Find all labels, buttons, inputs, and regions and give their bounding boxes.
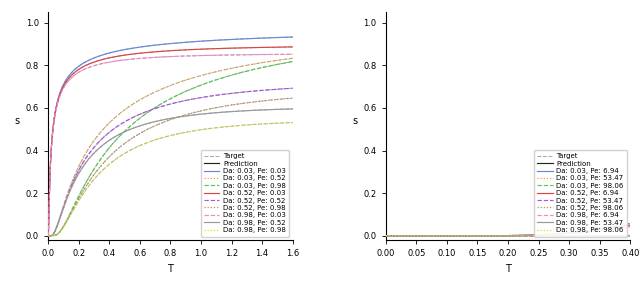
Legend: Target, Prediction, Da: 0.03, Pe: 6.94, Da: 0.03, Pe: 53.47, Da: 0.03, Pe: 98.06: Target, Prediction, Da: 0.03, Pe: 6.94, … (534, 150, 627, 236)
Y-axis label: s: s (15, 116, 20, 126)
X-axis label: T: T (505, 264, 511, 274)
Legend: Target, Prediction, Da: 0.03, Pe: 0.03, Da: 0.03, Pe: 0.52, Da: 0.03, Pe: 0.98, : Target, Prediction, Da: 0.03, Pe: 0.03, … (201, 150, 289, 236)
Y-axis label: s: s (353, 116, 358, 126)
X-axis label: T: T (168, 264, 173, 274)
